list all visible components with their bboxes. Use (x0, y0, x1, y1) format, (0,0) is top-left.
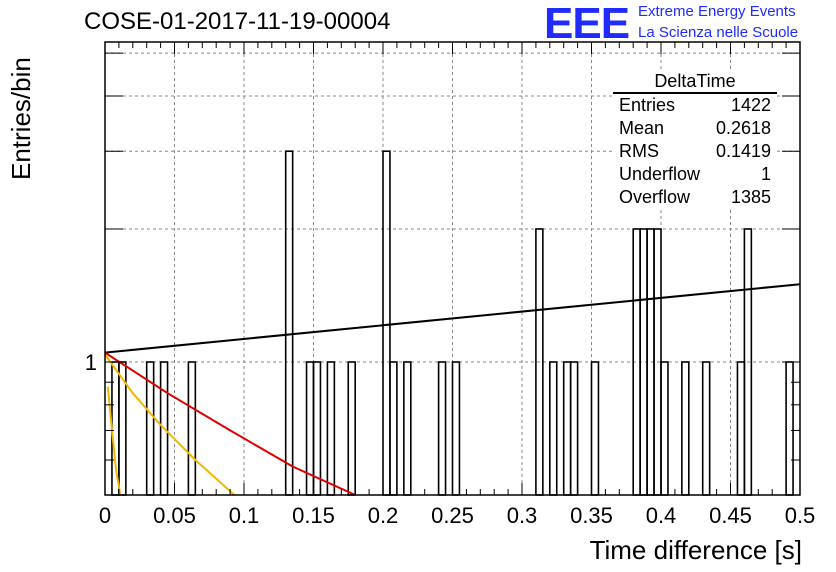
grid-lines (105, 42, 800, 495)
stats-value: 0.2618 (715, 118, 771, 138)
logo-subtitle-1: Extreme Energy Events (638, 3, 796, 20)
histogram-bar (187, 361, 197, 496)
x-tick-label: 0.2 (368, 503, 399, 528)
x-tick-label: 0.15 (292, 503, 335, 528)
histogram-bar (389, 361, 398, 496)
stats-row-entries: Entries 1422 (613, 94, 777, 117)
stats-row-rms: RMS 0.1419 (613, 140, 777, 163)
histogram-bar (347, 361, 356, 496)
histogram-bar (326, 361, 336, 496)
x-axis-label: Time difference [s] (589, 535, 802, 565)
histogram-bar (701, 361, 711, 496)
tick-labels: 0 0.05 0.1 0.15 0.2 0.25 0.3 0.35 0.4 0.45 0.5 1 (85, 350, 816, 528)
x-tick-label: 0.25 (431, 503, 474, 528)
histogram-bar (736, 361, 746, 496)
stats-label: Entries (619, 95, 676, 115)
stats-value: 1422 (730, 95, 771, 115)
y-axis-label: Entries/bin (6, 57, 36, 180)
stats-value: 1385 (730, 187, 771, 207)
stats-value: 0.1419 (715, 141, 771, 161)
fit-curves (104, 283, 801, 496)
stats-title: DeltaTime (613, 70, 777, 94)
x-tick-label: 0.3 (507, 503, 538, 528)
stats-value: 1 (760, 164, 771, 184)
histogram-bar (590, 361, 600, 496)
stats-label: Mean (619, 118, 665, 138)
stats-label: RMS (619, 141, 659, 161)
histogram-bar (451, 361, 461, 496)
logo-subtitle-2: La Scienza nelle Scuole (638, 24, 799, 41)
histogram-bar (403, 361, 412, 496)
x-tick-label: 0.35 (570, 503, 613, 528)
histogram-bar (382, 150, 391, 496)
histogram-bar (437, 361, 447, 496)
fit-curve (104, 283, 801, 354)
histogram-bar (548, 361, 558, 496)
stats-row-overflow: Overflow 1385 (613, 186, 777, 209)
stats-label: Overflow (619, 187, 691, 207)
histogram-bar (660, 361, 669, 496)
x-tick-label: 0.1 (229, 503, 260, 528)
eee-logo: EEE (544, 0, 630, 48)
histogram-bar (312, 361, 322, 496)
stats-box: DeltaTime Entries 1422 Mean 0.2618 RMS 0… (613, 70, 777, 209)
fit-curve (104, 351, 356, 496)
histogram-bar (681, 361, 690, 496)
axis-ticks (104, 42, 801, 495)
histogram-bar (284, 150, 294, 496)
histogram-bar (569, 361, 579, 496)
x-tick-label: 0 (99, 503, 111, 528)
fit-curve (104, 353, 235, 496)
stats-row-mean: Mean 0.2618 (613, 117, 777, 140)
x-tick-label: 0.45 (709, 503, 752, 528)
x-tick-label: 0.5 (785, 503, 816, 528)
x-tick-label: 0.4 (646, 503, 677, 528)
chart-title: COSE-01-2017-11-19-00004 (84, 8, 391, 35)
stats-label: Underflow (619, 164, 701, 184)
fit-curve (106, 386, 122, 496)
x-tick-label: 0.05 (153, 503, 196, 528)
stats-row-underflow: Underflow 1 (613, 163, 777, 186)
y-tick-label: 1 (85, 350, 97, 375)
histogram-bar (562, 361, 572, 496)
